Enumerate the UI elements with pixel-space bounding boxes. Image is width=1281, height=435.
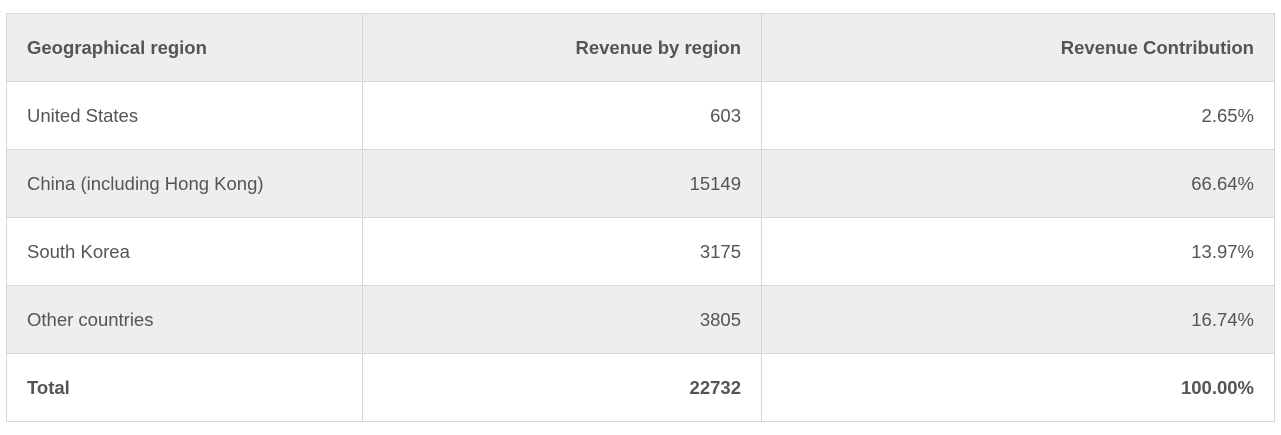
region-cell: Other countries (6, 285, 363, 354)
contribution-cell: 16.74% (761, 285, 1275, 354)
contribution-cell: 66.64% (761, 149, 1275, 218)
contribution-cell: 13.97% (761, 217, 1275, 286)
contribution-cell: 2.65% (761, 81, 1275, 150)
table-row: Other countries 3805 16.74% (6, 285, 1275, 354)
table-header-row: Geographical region Revenue by region Re… (6, 13, 1275, 82)
total-contribution-cell: 100.00% (761, 353, 1275, 422)
table-row: China (including Hong Kong) 15149 66.64% (6, 149, 1275, 218)
revenue-by-region-table: Geographical region Revenue by region Re… (6, 13, 1275, 422)
header-geographical-region: Geographical region (6, 13, 363, 82)
total-revenue-cell: 22732 (362, 353, 762, 422)
region-cell: China (including Hong Kong) (6, 149, 363, 218)
revenue-cell: 603 (362, 81, 762, 150)
table-row: United States 603 2.65% (6, 81, 1275, 150)
revenue-cell: 15149 (362, 149, 762, 218)
table-total-row: Total 22732 100.00% (6, 353, 1275, 422)
region-cell: United States (6, 81, 363, 150)
total-label-cell: Total (6, 353, 363, 422)
header-revenue-contribution: Revenue Contribution (761, 13, 1275, 82)
header-revenue-by-region: Revenue by region (362, 13, 762, 82)
revenue-cell: 3805 (362, 285, 762, 354)
revenue-table-container: Geographical region Revenue by region Re… (6, 13, 1275, 422)
region-cell: South Korea (6, 217, 363, 286)
table-row: South Korea 3175 13.97% (6, 217, 1275, 286)
revenue-cell: 3175 (362, 217, 762, 286)
